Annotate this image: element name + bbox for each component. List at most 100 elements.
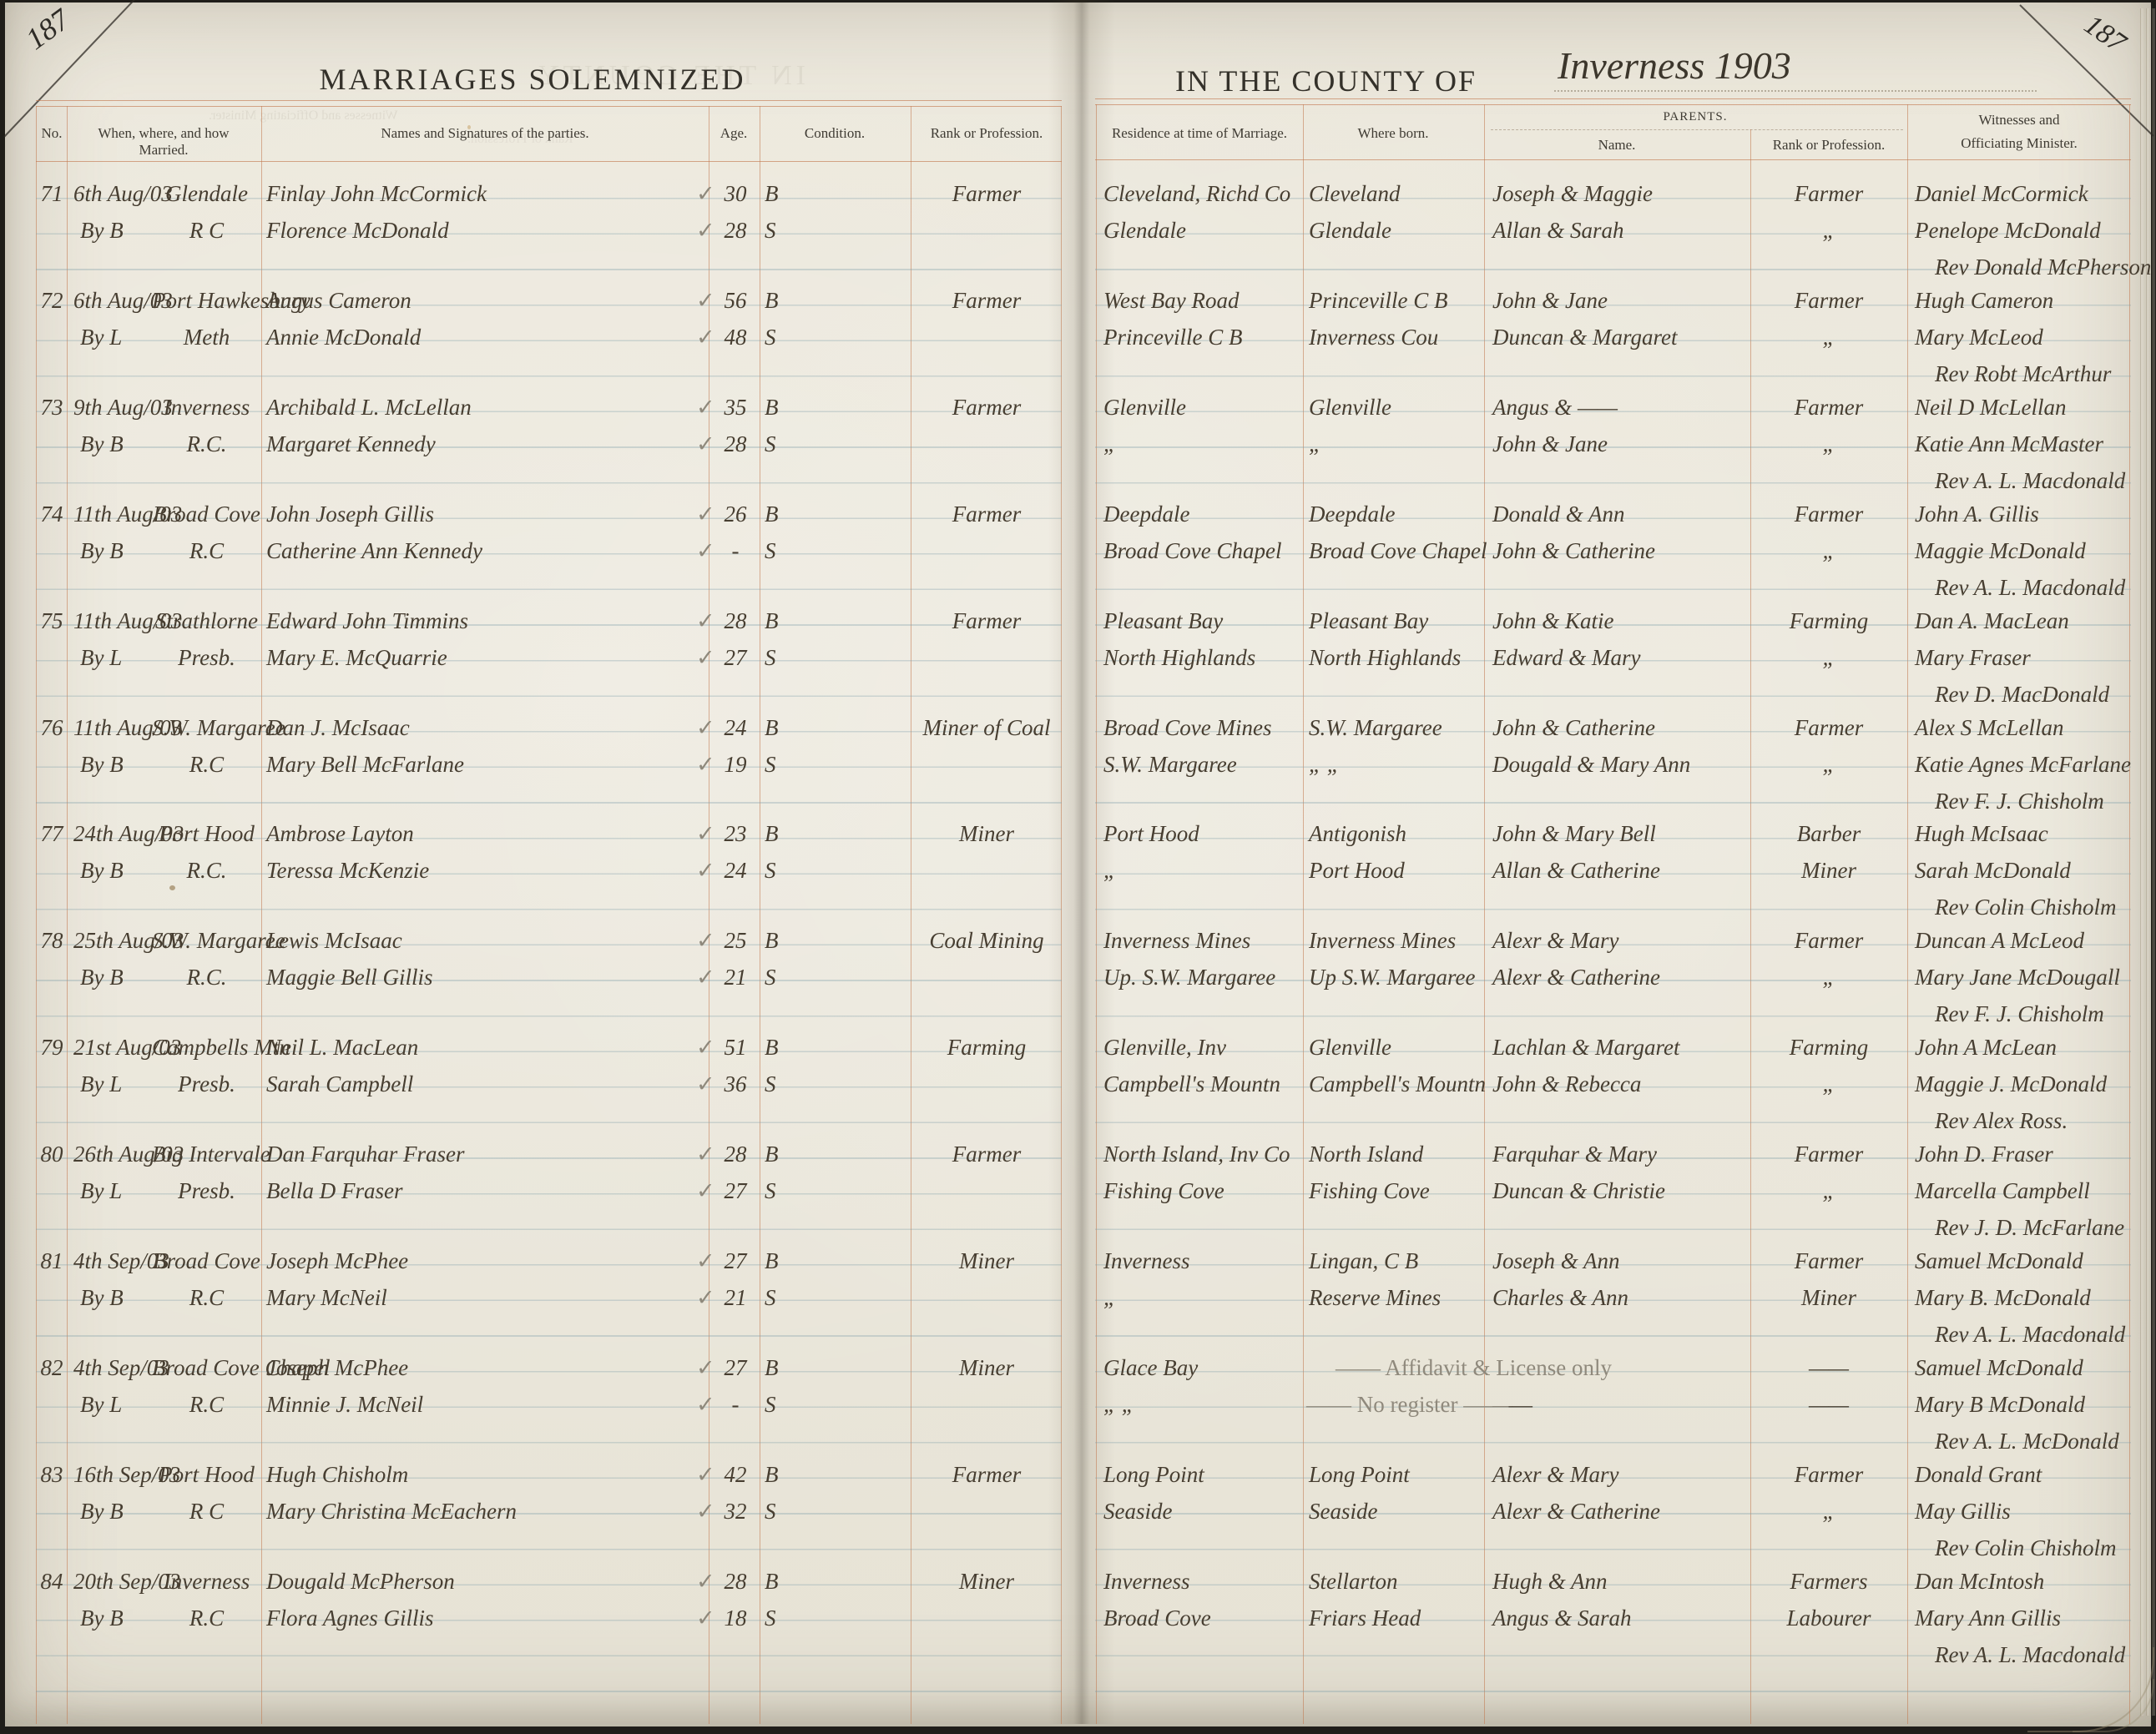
groom-age: 23 (724, 821, 747, 846)
bride-residence: „ (1103, 1285, 1117, 1310)
groom-parents-profession: Farmer (1794, 502, 1864, 527)
register-entry: 77 24th Aug/03 Port Hood Ambrose Layton … (0, 819, 2156, 929)
groom-profession: Miner of Coal (922, 715, 1051, 740)
minister-line: Rev A. L. Macdonald (0, 466, 2156, 499)
check-icon: ✓ (696, 858, 715, 883)
groom-parents-profession: Farmers (1790, 1569, 1868, 1594)
column-rule (1907, 104, 1908, 1724)
header-no: No. (41, 125, 63, 141)
minister-line: Rev A. L. Macdonald (0, 1319, 2156, 1353)
entry-number: 80 (40, 1142, 63, 1167)
page-stack-edge (2138, 8, 2156, 1716)
groom-name: Dan J. McIsaac (266, 715, 410, 740)
entry-number: 73 (40, 395, 63, 420)
groom-residence: Deepdale (1103, 502, 1190, 527)
groom-parents-profession: Farmer (1794, 1142, 1864, 1167)
register-entry: 80 26th Aug/03 Big Intervale Dan Farquha… (0, 1139, 2156, 1249)
groom-line: 71 6th Aug/03 Glendale Finlay John McCor… (0, 179, 2156, 212)
officiating-minister: Rev D. MacDonald (1935, 682, 2110, 707)
groom-name: Neil L. MacLean (266, 1035, 419, 1060)
officiating-minister: Rev A. L. McDonald (1935, 1429, 2119, 1454)
register-entry: 83 16th Sep/03 Port Hood Hugh Chisholm ✓… (0, 1459, 2156, 1570)
groom-parents: Joseph & Ann (1492, 1248, 1620, 1273)
officiating-minister: Rev A. L. Macdonald (1935, 1642, 2126, 1667)
register-entry: 78 25th Aug/03 S.W. Margaree Lewis McIsa… (0, 925, 2156, 1036)
bride-age: 18 (724, 1605, 747, 1631)
check-icon: ✓ (696, 821, 715, 846)
ink-speck (467, 125, 471, 129)
groom-age: 51 (724, 1035, 747, 1060)
married-by: By B (80, 218, 124, 243)
header-age: Age. (720, 125, 748, 141)
check-icon: ✓ (696, 1285, 715, 1310)
groom-age: 30 (724, 181, 747, 206)
bride-line: By B R.C. Margaret Kennedy ✓ 28 S „ „ Jo… (0, 429, 2156, 462)
marriage-place: Strathlorne (154, 608, 258, 633)
groom-name: Joseph McPhee (266, 1355, 409, 1380)
bride-condition: S (765, 218, 776, 243)
check-icon: ✓ (696, 395, 715, 420)
groom-birthplace: Princeville C B (1309, 288, 1448, 313)
groom-name: Finlay John McCormick (266, 181, 487, 206)
bride-residence: North Highlands (1103, 645, 1256, 670)
groom-birthplace: S.W. Margaree (1309, 715, 1442, 740)
bride-parents-profession: Labourer (1786, 1605, 1871, 1631)
groom-profession: Farmer (952, 181, 1022, 206)
groom-age: 35 (724, 395, 747, 420)
denomination: R.C (189, 1285, 225, 1310)
minister-line: Rev Robt McArthur (0, 359, 2156, 392)
groom-parents-profession: Farmer (1794, 1248, 1864, 1273)
groom-age: 56 (724, 288, 747, 313)
bride-name: Flora Agnes Gillis (266, 1605, 434, 1631)
page-title-left: MARRIAGES SOLEMNIZED (319, 63, 746, 96)
groom-residence: Long Point (1103, 1462, 1204, 1487)
officiating-minister: Rev A. L. Macdonald (1935, 1322, 2126, 1347)
bride-birthplace: Campbell's Mountn (1309, 1071, 1487, 1096)
groom-parents: Alexr & Mary (1492, 928, 1619, 953)
bride-residence: Fishing Cove (1103, 1178, 1224, 1203)
groom-name: John Joseph Gillis (266, 502, 434, 527)
denomination: Presb. (178, 1071, 235, 1096)
groom-condition: B (765, 1142, 779, 1167)
bride-parents: John & Rebecca (1492, 1071, 1642, 1096)
groom-age: 28 (724, 1142, 747, 1167)
bride-line: By B R.C Mary McNeil ✓ 21 S „ Reserve Mi… (0, 1283, 2156, 1316)
groom-profession: Farmer (952, 395, 1022, 420)
bride-residence: Princeville C B (1103, 325, 1243, 350)
bride-parents-profession: „ (1822, 1499, 1835, 1524)
check-icon: ✓ (696, 1248, 715, 1273)
bride-parents-profession: „ (1822, 218, 1835, 243)
denomination: R.C (189, 1605, 225, 1631)
bride-name: Bella D Fraser (266, 1178, 403, 1203)
bride-age: 27 (724, 645, 747, 670)
entry-number: 79 (40, 1035, 63, 1060)
entry-number: 84 (40, 1569, 63, 1594)
groom-parents: Joseph & Maggie (1492, 181, 1653, 206)
check-icon: ✓ (696, 1355, 715, 1380)
denomination: R.C (189, 752, 225, 777)
groom-parents: Alexr & Mary (1492, 1462, 1619, 1487)
groom-line: 73 9th Aug/03 Inverness Archibald L. McL… (0, 392, 2156, 426)
groom-birthplace: Pleasant Bay (1309, 608, 1429, 633)
minister-line: Rev A. L. Macdonald (0, 572, 2156, 606)
marriage-place: Port Hood (159, 1462, 255, 1487)
bride-residence: Glendale (1103, 218, 1186, 243)
groom-age: 42 (724, 1462, 747, 1487)
groom-age: 27 (724, 1248, 747, 1273)
bride-age: 24 (724, 858, 747, 883)
header-condition: Condition. (804, 125, 866, 141)
groom-profession: Miner (959, 1248, 1014, 1273)
bride-line: By L Meth Annie McDonald ✓ 48 S Princevi… (0, 322, 2156, 355)
bride-birthplace: North Highlands (1309, 645, 1462, 670)
bride-condition: S (765, 1178, 776, 1203)
bride-name: Mary Christina McEachern (266, 1499, 517, 1524)
bride-birthplace: Reserve Mines (1309, 1285, 1442, 1310)
column-rule (36, 106, 37, 1724)
groom-profession: Miner (959, 1355, 1014, 1380)
marriage-date: 16th Sep/03 (73, 1462, 181, 1487)
check-icon: ✓ (696, 325, 715, 350)
groom-residence: Pleasant Bay (1103, 608, 1224, 633)
marriage-date: 21st Aug/03 (73, 1035, 182, 1060)
minister-line: Rev Alex Ross. (0, 1106, 2156, 1139)
entry-number: 75 (40, 608, 63, 633)
